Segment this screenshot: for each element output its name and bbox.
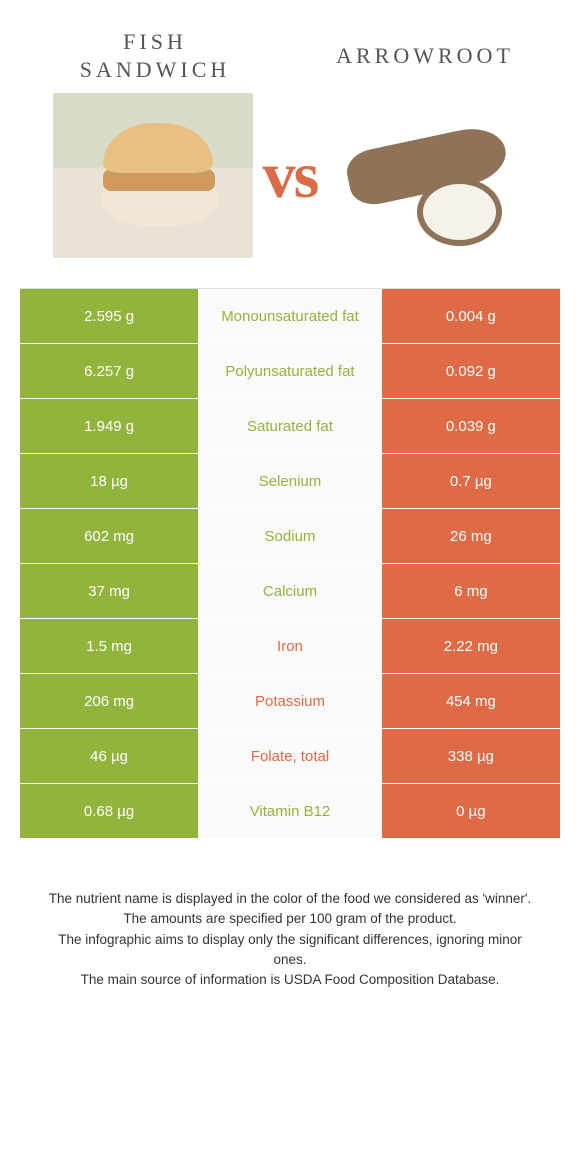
cell-right: 6 mg xyxy=(382,564,560,618)
cell-nutrient: Folate, total xyxy=(198,729,382,783)
cell-left: 0.68 µg xyxy=(20,784,198,838)
table-row: 1.5 mgIron2.22 mg xyxy=(20,619,560,674)
comparison-table: 2.595 gMonounsaturated fat0.004 g6.257 g… xyxy=(20,288,560,839)
cell-left: 46 µg xyxy=(20,729,198,783)
cell-nutrient: Selenium xyxy=(198,454,382,508)
table-row: 6.257 gPolyunsaturated fat0.092 g xyxy=(20,344,560,399)
cell-left: 2.595 g xyxy=(20,289,198,343)
cell-right: 338 µg xyxy=(382,729,560,783)
cell-right: 454 mg xyxy=(382,674,560,728)
table-row: 18 µgSelenium0.7 µg xyxy=(20,454,560,509)
cell-left: 602 mg xyxy=(20,509,198,563)
image-left xyxy=(53,93,253,258)
table-row: 206 mgPotassium454 mg xyxy=(20,674,560,729)
cell-left: 1.5 mg xyxy=(20,619,198,673)
cell-left: 6.257 g xyxy=(20,344,198,398)
cell-left: 18 µg xyxy=(20,454,198,508)
cell-nutrient: Sodium xyxy=(198,509,382,563)
cell-right: 2.22 mg xyxy=(382,619,560,673)
cell-nutrient: Vitamin B12 xyxy=(198,784,382,838)
cell-nutrient: Saturated fat xyxy=(198,399,382,453)
footer-line: The amounts are specified per 100 gram o… xyxy=(40,909,540,929)
footer-line: The nutrient name is displayed in the co… xyxy=(40,889,540,909)
cell-right: 0.039 g xyxy=(382,399,560,453)
image-right xyxy=(327,93,527,258)
title-right: Arrowroot xyxy=(317,42,533,70)
cell-right: 0.004 g xyxy=(382,289,560,343)
cell-right: 0.7 µg xyxy=(382,454,560,508)
cell-right: 0.092 g xyxy=(382,344,560,398)
cell-left: 206 mg xyxy=(20,674,198,728)
cell-left: 1.949 g xyxy=(20,399,198,453)
cell-nutrient: Iron xyxy=(198,619,382,673)
image-row: vs xyxy=(0,93,580,288)
cell-right: 0 µg xyxy=(382,784,560,838)
cell-right: 26 mg xyxy=(382,509,560,563)
header: Fish Sandwich Arrowroot xyxy=(0,0,580,93)
table-row: 0.68 µgVitamin B120 µg xyxy=(20,784,560,839)
table-row: 46 µgFolate, total338 µg xyxy=(20,729,560,784)
vs-label: vs xyxy=(263,138,318,214)
footer-line: The main source of information is USDA F… xyxy=(40,970,540,990)
table-row: 2.595 gMonounsaturated fat0.004 g xyxy=(20,289,560,344)
cell-nutrient: Calcium xyxy=(198,564,382,618)
footer-line: The infographic aims to display only the… xyxy=(40,930,540,971)
table-row: 602 mgSodium26 mg xyxy=(20,509,560,564)
footer-notes: The nutrient name is displayed in the co… xyxy=(0,889,580,990)
cell-nutrient: Polyunsaturated fat xyxy=(198,344,382,398)
cell-nutrient: Monounsaturated fat xyxy=(198,289,382,343)
title-left: Fish Sandwich xyxy=(47,28,263,83)
cell-nutrient: Potassium xyxy=(198,674,382,728)
table-row: 1.949 gSaturated fat0.039 g xyxy=(20,399,560,454)
cell-left: 37 mg xyxy=(20,564,198,618)
table-row: 37 mgCalcium6 mg xyxy=(20,564,560,619)
